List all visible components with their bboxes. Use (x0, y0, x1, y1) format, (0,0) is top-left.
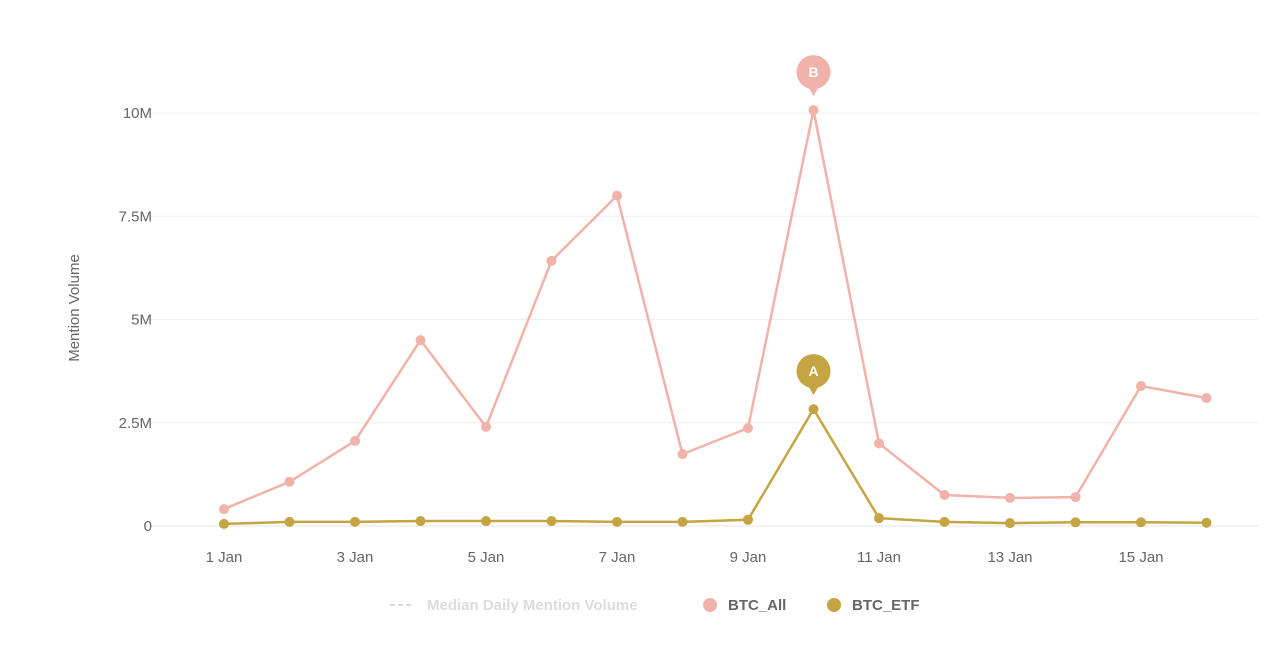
annotations: BA (796, 55, 831, 396)
x-tick-label: 11 Jan (857, 549, 901, 566)
y-tick-label: 0 (144, 518, 152, 535)
x-tick-label: 15 Jan (1118, 549, 1163, 566)
x-tick-label: 1 Jan (206, 549, 243, 566)
annotation-label: B (808, 64, 818, 80)
data-point-BTC_All (350, 435, 360, 446)
data-point-BTC_ETF (284, 516, 295, 527)
data-point-BTC_All (219, 504, 229, 515)
data-point-BTC_All (481, 421, 491, 432)
data-point-BTC_All (1005, 492, 1015, 503)
data-point-BTC_ETF (677, 516, 688, 527)
y-tick-label: 10M (123, 105, 152, 122)
data-point-BTC_All (939, 490, 950, 501)
legend-dot-icon (827, 598, 841, 612)
series-line-BTC_ETF (223, 407, 1207, 526)
data-point-BTC_ETF (1070, 517, 1081, 528)
data-point-BTC_All (743, 423, 753, 434)
x-tick-label: 13 Jan (987, 549, 1032, 566)
data-point-BTC_ETF (219, 518, 229, 529)
data-point-BTC_All (874, 438, 884, 449)
data-point-BTC_ETF (874, 513, 884, 524)
data-point-BTC_ETF (808, 404, 819, 415)
data-point-BTC_All (546, 255, 557, 266)
legend[interactable]: Median Daily Mention Volume BTC_All BTC_ET… (390, 597, 920, 614)
y-tick-label: 2.5M (119, 415, 152, 432)
legend-item-Median Daily Mention Volume[interactable]: Median Daily Mention Volume (427, 597, 638, 614)
data-point-BTC_All (284, 476, 295, 487)
series-line-BTC_All (223, 108, 1207, 511)
legend-item-BTC_ETF[interactable]: BTC_ETF (852, 597, 920, 614)
data-point-BTC_All (1070, 492, 1081, 503)
y-axis: 0 2.5M 5M 7.5M 10M (119, 105, 152, 535)
data-point-BTC_ETF (1005, 518, 1015, 529)
series-layer (219, 105, 1212, 529)
x-tick-label: 5 Jan (468, 549, 505, 566)
data-point-BTC_ETF (481, 516, 491, 527)
data-point-BTC_All (612, 190, 622, 201)
y-axis-label: Mention Volume (66, 254, 83, 362)
data-point-BTC_All (415, 335, 426, 346)
x-tick-label: 7 Jan (599, 549, 636, 566)
annotation-marker (796, 354, 831, 389)
data-point-BTC_All (677, 449, 688, 460)
legend-dot-icon (703, 598, 717, 612)
data-point-BTC_ETF (743, 514, 753, 525)
data-point-BTC_ETF (1136, 517, 1146, 528)
data-point-BTC_All (808, 105, 819, 116)
data-point-BTC_ETF (350, 516, 360, 527)
y-tick-label: 5M (131, 312, 152, 329)
x-axis: 1 Jan 3 Jan 5 Jan 7 Jan 9 Jan 11 Jan 13 Jan 15 … (206, 549, 1164, 566)
data-point-BTC_ETF (612, 516, 622, 527)
data-point-BTC_ETF (546, 516, 557, 527)
data-point-BTC_ETF (939, 516, 950, 527)
data-point-BTC_ETF (415, 516, 426, 527)
x-tick-label: 3 Jan (337, 549, 374, 566)
y-tick-label: 7.5M (119, 208, 152, 225)
x-tick-label: 9 Jan (730, 549, 767, 566)
data-point-BTC_ETF (1201, 517, 1212, 528)
data-point-BTC_All (1136, 380, 1146, 391)
annotation-marker (796, 55, 831, 90)
gridlines (145, 112, 1258, 527)
legend-item-BTC_All[interactable]: BTC_All (728, 597, 786, 614)
annotation-label: A (808, 363, 818, 379)
data-point-BTC_All (1201, 392, 1212, 403)
